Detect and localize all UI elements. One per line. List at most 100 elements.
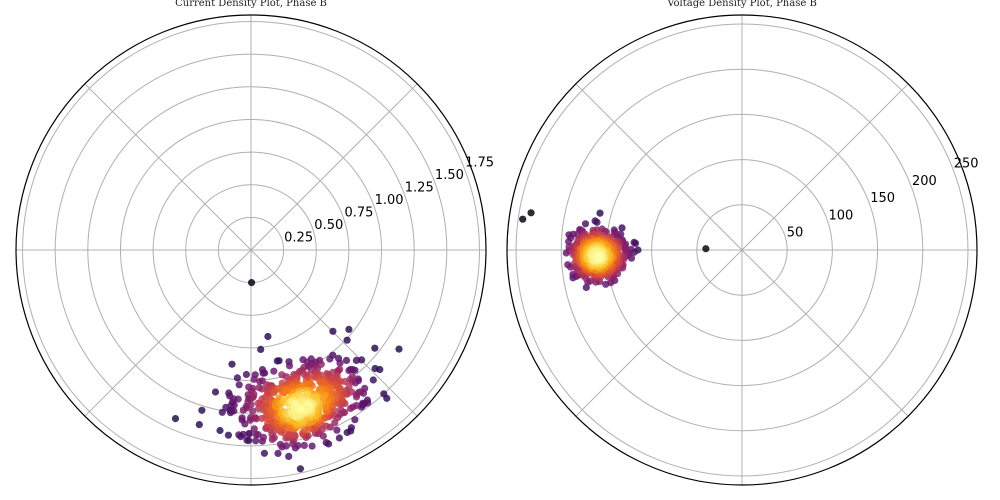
current-data-point	[371, 364, 379, 373]
current-data-point	[274, 449, 282, 457]
voltage-radial-gridline	[560, 68, 924, 432]
current-data-point	[308, 382, 316, 390]
current-polar-plot: 0.250.500.751.001.251.501.75	[15, 14, 494, 486]
current-data-point	[235, 381, 243, 389]
current-rtick-label: 1.25	[405, 181, 434, 196]
current-data-point	[249, 407, 257, 415]
current-data-point	[256, 377, 264, 386]
current-data-point	[259, 433, 268, 441]
current-data-point	[224, 431, 232, 439]
current-data-point	[230, 401, 238, 409]
voltage-chart-title: Voltage Density Plot, Phase B	[667, 0, 817, 9]
current-data-point	[352, 393, 361, 401]
current-theta-gridline	[84, 83, 252, 251]
current-data-point	[297, 406, 305, 415]
current-data-point	[242, 370, 250, 379]
current-data-point	[291, 399, 299, 408]
current-rtick-label: 1.50	[435, 168, 464, 183]
current-data-point	[322, 439, 330, 447]
current-data-point	[335, 434, 343, 442]
current-data-point	[323, 370, 331, 378]
voltage-rtick-label: 150	[870, 191, 895, 206]
current-data-point	[250, 375, 258, 383]
current-data-point	[300, 441, 308, 449]
current-data-point	[198, 406, 206, 414]
current-data-point	[285, 362, 294, 370]
current-data-point	[195, 421, 203, 429]
current-data-point	[252, 415, 260, 423]
voltage-theta-gridline	[741, 83, 909, 251]
current-data-point	[250, 390, 258, 398]
current-data-point	[347, 424, 355, 432]
current-data-point	[270, 367, 278, 375]
voltage-theta-gridline	[575, 83, 743, 251]
voltage-data-point	[593, 218, 601, 226]
current-data-point	[233, 374, 241, 382]
current-rtick-label: 1.75	[465, 156, 494, 171]
current-chart-title: Current Density Plot, Phase B	[175, 0, 327, 9]
voltage-rtick-label: 50	[787, 226, 804, 241]
current-data-point	[250, 425, 258, 433]
current-data-point	[247, 400, 255, 409]
current-data-point	[238, 414, 246, 422]
voltage-data-point	[618, 224, 626, 232]
voltage-rtick-label: 200	[912, 174, 937, 189]
voltage-polar-plot: 50 100 150 200 250	[506, 14, 979, 486]
current-radial-gridline	[54, 53, 448, 447]
voltage-data-point	[630, 238, 638, 246]
current-data-point	[171, 415, 180, 423]
voltage-rtick-label: 250	[954, 157, 979, 172]
current-data-point	[239, 430, 247, 438]
voltage-outlier-point	[519, 215, 527, 223]
current-data-point	[254, 431, 262, 439]
current-data-point	[258, 385, 266, 393]
current-data-point	[291, 412, 299, 420]
voltage-data-point	[581, 220, 590, 228]
voltage-theta-gridline	[575, 249, 743, 417]
voltage-radial-gridline	[651, 159, 833, 341]
current-rtick-label: 0.75	[344, 206, 373, 221]
current-data-point	[358, 356, 366, 364]
current-data-point	[342, 356, 351, 364]
voltage-data-point	[596, 209, 604, 217]
voltage-outlier-point	[527, 209, 535, 217]
current-data-point	[273, 357, 281, 365]
current-data-point	[243, 436, 251, 444]
current-data-point	[234, 395, 242, 403]
current-data-point	[395, 345, 403, 353]
current-data-point	[296, 465, 304, 473]
current-data-point	[216, 426, 224, 435]
current-radial-gridline	[22, 21, 480, 479]
current-radial-gridline	[185, 184, 317, 316]
current-rtick-label: 0.50	[314, 218, 343, 233]
current-data-point	[371, 344, 379, 352]
current-data-point	[369, 376, 377, 384]
current-data-point	[346, 404, 355, 413]
voltage-polar-frame	[506, 14, 978, 486]
current-data-point	[343, 336, 351, 344]
current-data-point	[318, 398, 327, 406]
current-rtick-label: 0.25	[284, 231, 313, 246]
current-data-point	[260, 449, 268, 457]
voltage-outlier-point	[702, 245, 710, 253]
current-radial-gridline	[152, 151, 350, 349]
current-data-point	[276, 440, 284, 448]
current-data-point	[228, 360, 236, 368]
current-rtick-label: 1.00	[375, 193, 404, 208]
current-data-point	[257, 345, 265, 353]
current-data-point	[305, 406, 313, 415]
voltage-data-point	[565, 237, 573, 246]
voltage-data-point	[595, 253, 603, 261]
current-data-point	[303, 400, 311, 408]
current-data-point	[264, 332, 272, 341]
current-data-point	[230, 407, 238, 415]
current-data-point	[211, 388, 220, 396]
current-data-point	[265, 416, 273, 424]
current-data-point	[218, 408, 226, 416]
current-data-point	[333, 426, 341, 434]
current-data-point	[345, 366, 353, 375]
current-data-point	[345, 325, 353, 333]
current-data-point	[329, 327, 337, 335]
current-data-point	[326, 355, 334, 363]
